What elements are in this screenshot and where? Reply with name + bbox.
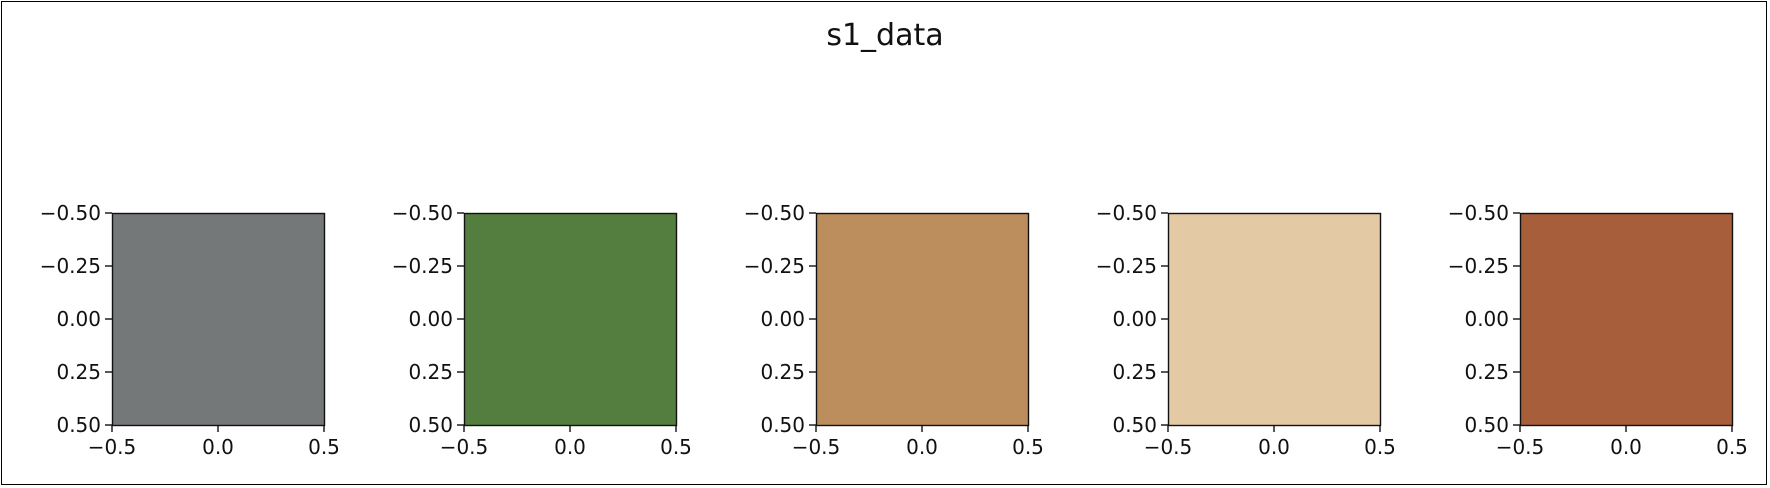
x-tick-label: −0.5: [440, 435, 489, 459]
subplot-1: −0.50 −0.25 0.00 0.25 0.50−0.5 0.0 0.5: [40, 201, 340, 459]
x-tick-label: −0.5: [792, 435, 841, 459]
x-tick-label: 0.5: [660, 435, 692, 459]
color-cell: [816, 213, 1028, 425]
y-tick-label: 0.00: [1112, 307, 1157, 331]
x-tick-label: 0.0: [1258, 435, 1290, 459]
y-tick-label: 0.25: [1464, 360, 1509, 384]
y-tick-label: 0.50: [1112, 413, 1157, 437]
y-tick-label: 0.00: [760, 307, 805, 331]
y-tick-label: 0.50: [56, 413, 101, 437]
y-tick-label: −0.25: [744, 254, 805, 278]
y-tick-label: 0.50: [760, 413, 805, 437]
x-tick-label: 0.0: [1610, 435, 1642, 459]
subplot-4: −0.50 −0.25 0.00 0.25 0.50−0.5 0.0 0.5: [1096, 201, 1396, 459]
y-tick-label: −0.50: [392, 201, 453, 225]
subplot-5: −0.50 −0.25 0.00 0.25 0.50−0.5 0.0 0.5: [1448, 201, 1748, 459]
color-cell: [464, 213, 676, 425]
figure-title: s1_data: [826, 18, 944, 53]
y-tick-label: 0.50: [1464, 413, 1509, 437]
y-tick-label: −0.50: [744, 201, 805, 225]
y-tick-label: −0.50: [1096, 201, 1157, 225]
subplot-3: −0.50 −0.25 0.00 0.25 0.50−0.5 0.0 0.5: [744, 201, 1044, 459]
y-tick-label: 0.00: [1464, 307, 1509, 331]
color-cell: [1520, 213, 1732, 425]
y-tick-label: −0.25: [40, 254, 101, 278]
x-tick-label: 0.5: [308, 435, 340, 459]
color-cell: [1168, 213, 1380, 425]
x-tick-label: −0.5: [1496, 435, 1545, 459]
color-cell: [112, 213, 324, 425]
x-tick-label: 0.5: [1716, 435, 1748, 459]
y-tick-label: −0.25: [392, 254, 453, 278]
y-tick-label: −0.50: [1448, 201, 1509, 225]
y-tick-label: −0.25: [1448, 254, 1509, 278]
x-tick-label: −0.5: [88, 435, 137, 459]
y-tick-label: −0.25: [1096, 254, 1157, 278]
y-tick-label: 0.25: [56, 360, 101, 384]
y-tick-label: 0.25: [1112, 360, 1157, 384]
x-tick-label: −0.5: [1144, 435, 1193, 459]
x-tick-label: 0.0: [554, 435, 586, 459]
subplot-2: −0.50 −0.25 0.00 0.25 0.50−0.5 0.0 0.5: [392, 201, 692, 459]
x-tick-label: 0.5: [1012, 435, 1044, 459]
y-tick-label: 0.25: [408, 360, 453, 384]
y-tick-label: 0.25: [760, 360, 805, 384]
y-tick-label: −0.50: [40, 201, 101, 225]
y-tick-label: 0.00: [408, 307, 453, 331]
y-tick-label: 0.50: [408, 413, 453, 437]
x-tick-label: 0.0: [202, 435, 234, 459]
x-tick-label: 0.5: [1364, 435, 1396, 459]
x-tick-label: 0.0: [906, 435, 938, 459]
y-tick-label: 0.00: [56, 307, 101, 331]
